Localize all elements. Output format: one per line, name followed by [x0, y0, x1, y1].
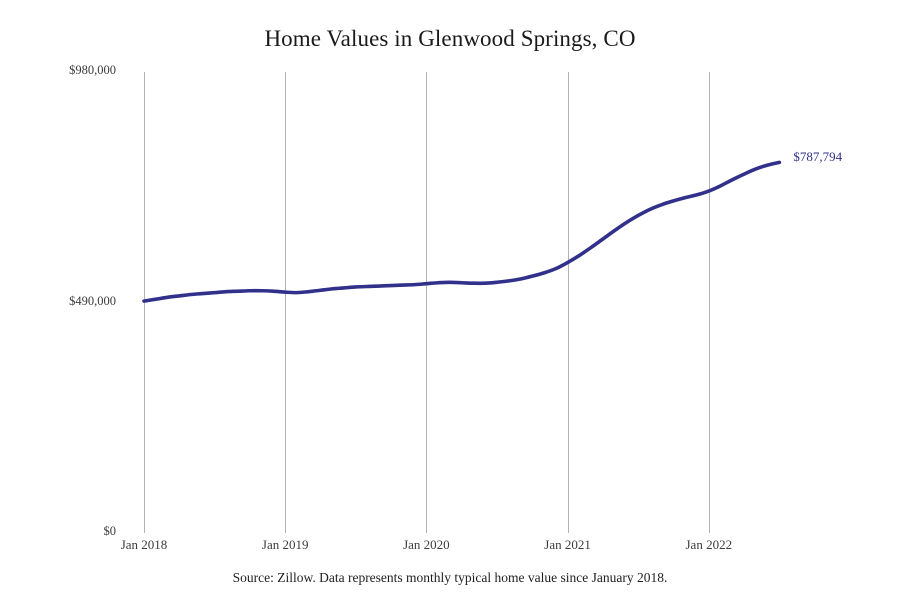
x-tick-label-jan-2019: Jan 2019	[261, 537, 309, 552]
y-tick-label-1: $490,000	[69, 293, 116, 308]
series-line-typical-home-value	[142, 160, 782, 303]
gridlines-group	[144, 72, 710, 533]
x-tick-label-jan-2020: Jan 2020	[403, 537, 450, 552]
endpoint-value-label: $787,794	[793, 149, 843, 165]
y-tick-label-2: $980,000	[69, 63, 116, 77]
y-tick-label-0: $0	[103, 524, 117, 538]
x-tick-label-jan-2018: Jan 2018	[120, 537, 168, 552]
source-note: Source: Zillow. Data represents monthly …	[232, 570, 668, 585]
x-tick-label-jan-2022: Jan 2022	[685, 537, 733, 552]
chart-title: Home Values in Glenwood Springs, CO	[264, 26, 636, 51]
x-tick-label-jan-2021: Jan 2021	[544, 537, 591, 552]
